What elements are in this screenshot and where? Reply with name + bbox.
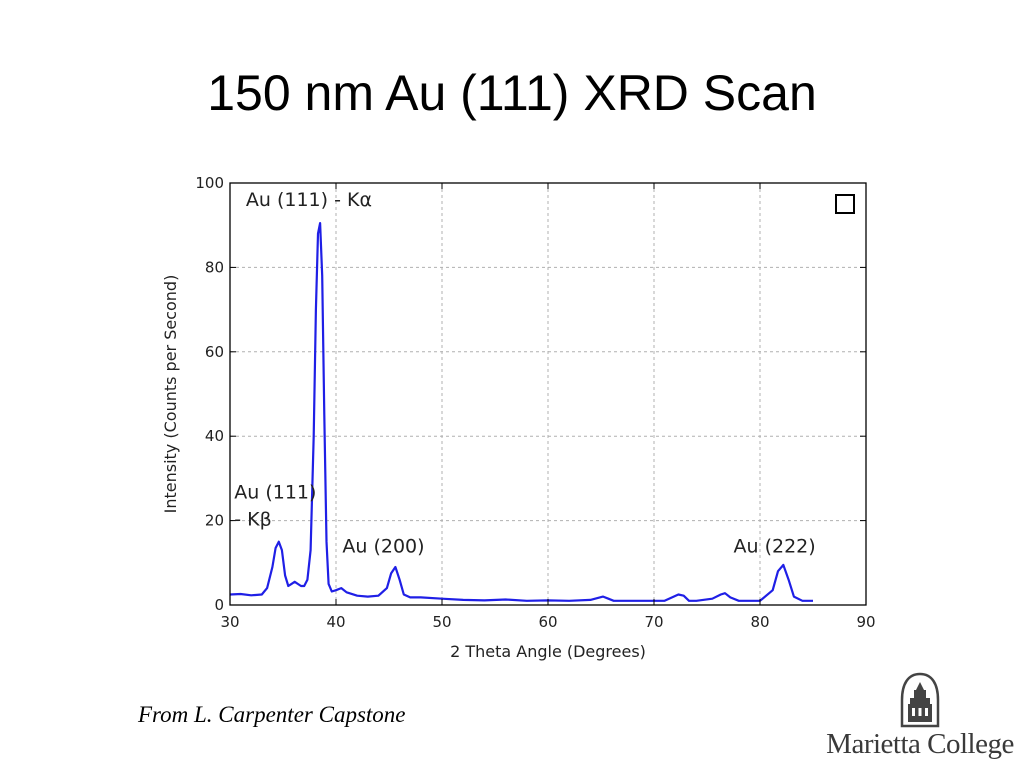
y-tick-label: 60	[205, 343, 224, 361]
legend-box	[835, 194, 855, 214]
y-tick-label: 80	[205, 258, 224, 276]
peak-annotation-line: Au (111) - Kα	[246, 189, 372, 211]
y-tick-label: 20	[205, 512, 224, 530]
peak-annotation: Au (200)	[342, 535, 424, 557]
y-tick-label: 0	[214, 596, 224, 614]
peak-annotation-line: - Kβ	[234, 509, 271, 531]
grid-lines	[230, 183, 866, 605]
y-axis-title: Intensity (Counts per Second)	[161, 275, 180, 514]
slide-title: 150 nm Au (111) XRD Scan	[207, 65, 817, 121]
x-tick-label: 60	[538, 613, 557, 631]
peak-annotation-line: Au (200)	[342, 535, 424, 557]
x-tick-label: 40	[326, 613, 345, 631]
y-tick-label: 40	[205, 427, 224, 445]
x-tick-label: 90	[856, 613, 875, 631]
x-tick-label: 80	[750, 613, 769, 631]
x-tick-label: 30	[220, 613, 239, 631]
logo-wordmark: Marietta College	[826, 728, 1014, 760]
marietta-college-logo: Marietta College	[816, 672, 1024, 768]
peak-annotation-line: Au (111)	[234, 482, 316, 504]
peak-annotations: Au (111) - Kα Au (111) - Kβ Au (200) Au (222…	[234, 189, 815, 557]
x-axis-title: 2 Theta Angle (Degrees)	[450, 642, 646, 661]
peak-annotation: Au (111) - Kβ	[234, 482, 316, 531]
y-tick-label: 100	[195, 174, 224, 192]
x-tick-label: 50	[432, 613, 451, 631]
peak-annotation: Au (222)	[734, 535, 816, 557]
xrd-series-line	[229, 222, 813, 602]
axis-ticks: 30 40 50 60 70 80 90 0 20 40 60 80 100	[195, 174, 875, 631]
peak-annotation-line: Au (222)	[734, 535, 816, 557]
x-tick-label: 70	[644, 613, 663, 631]
peak-annotation: Au (111) - Kα	[246, 189, 372, 211]
source-credit: From L. Carpenter Capstone	[138, 702, 406, 727]
college-tower-icon	[900, 672, 940, 728]
